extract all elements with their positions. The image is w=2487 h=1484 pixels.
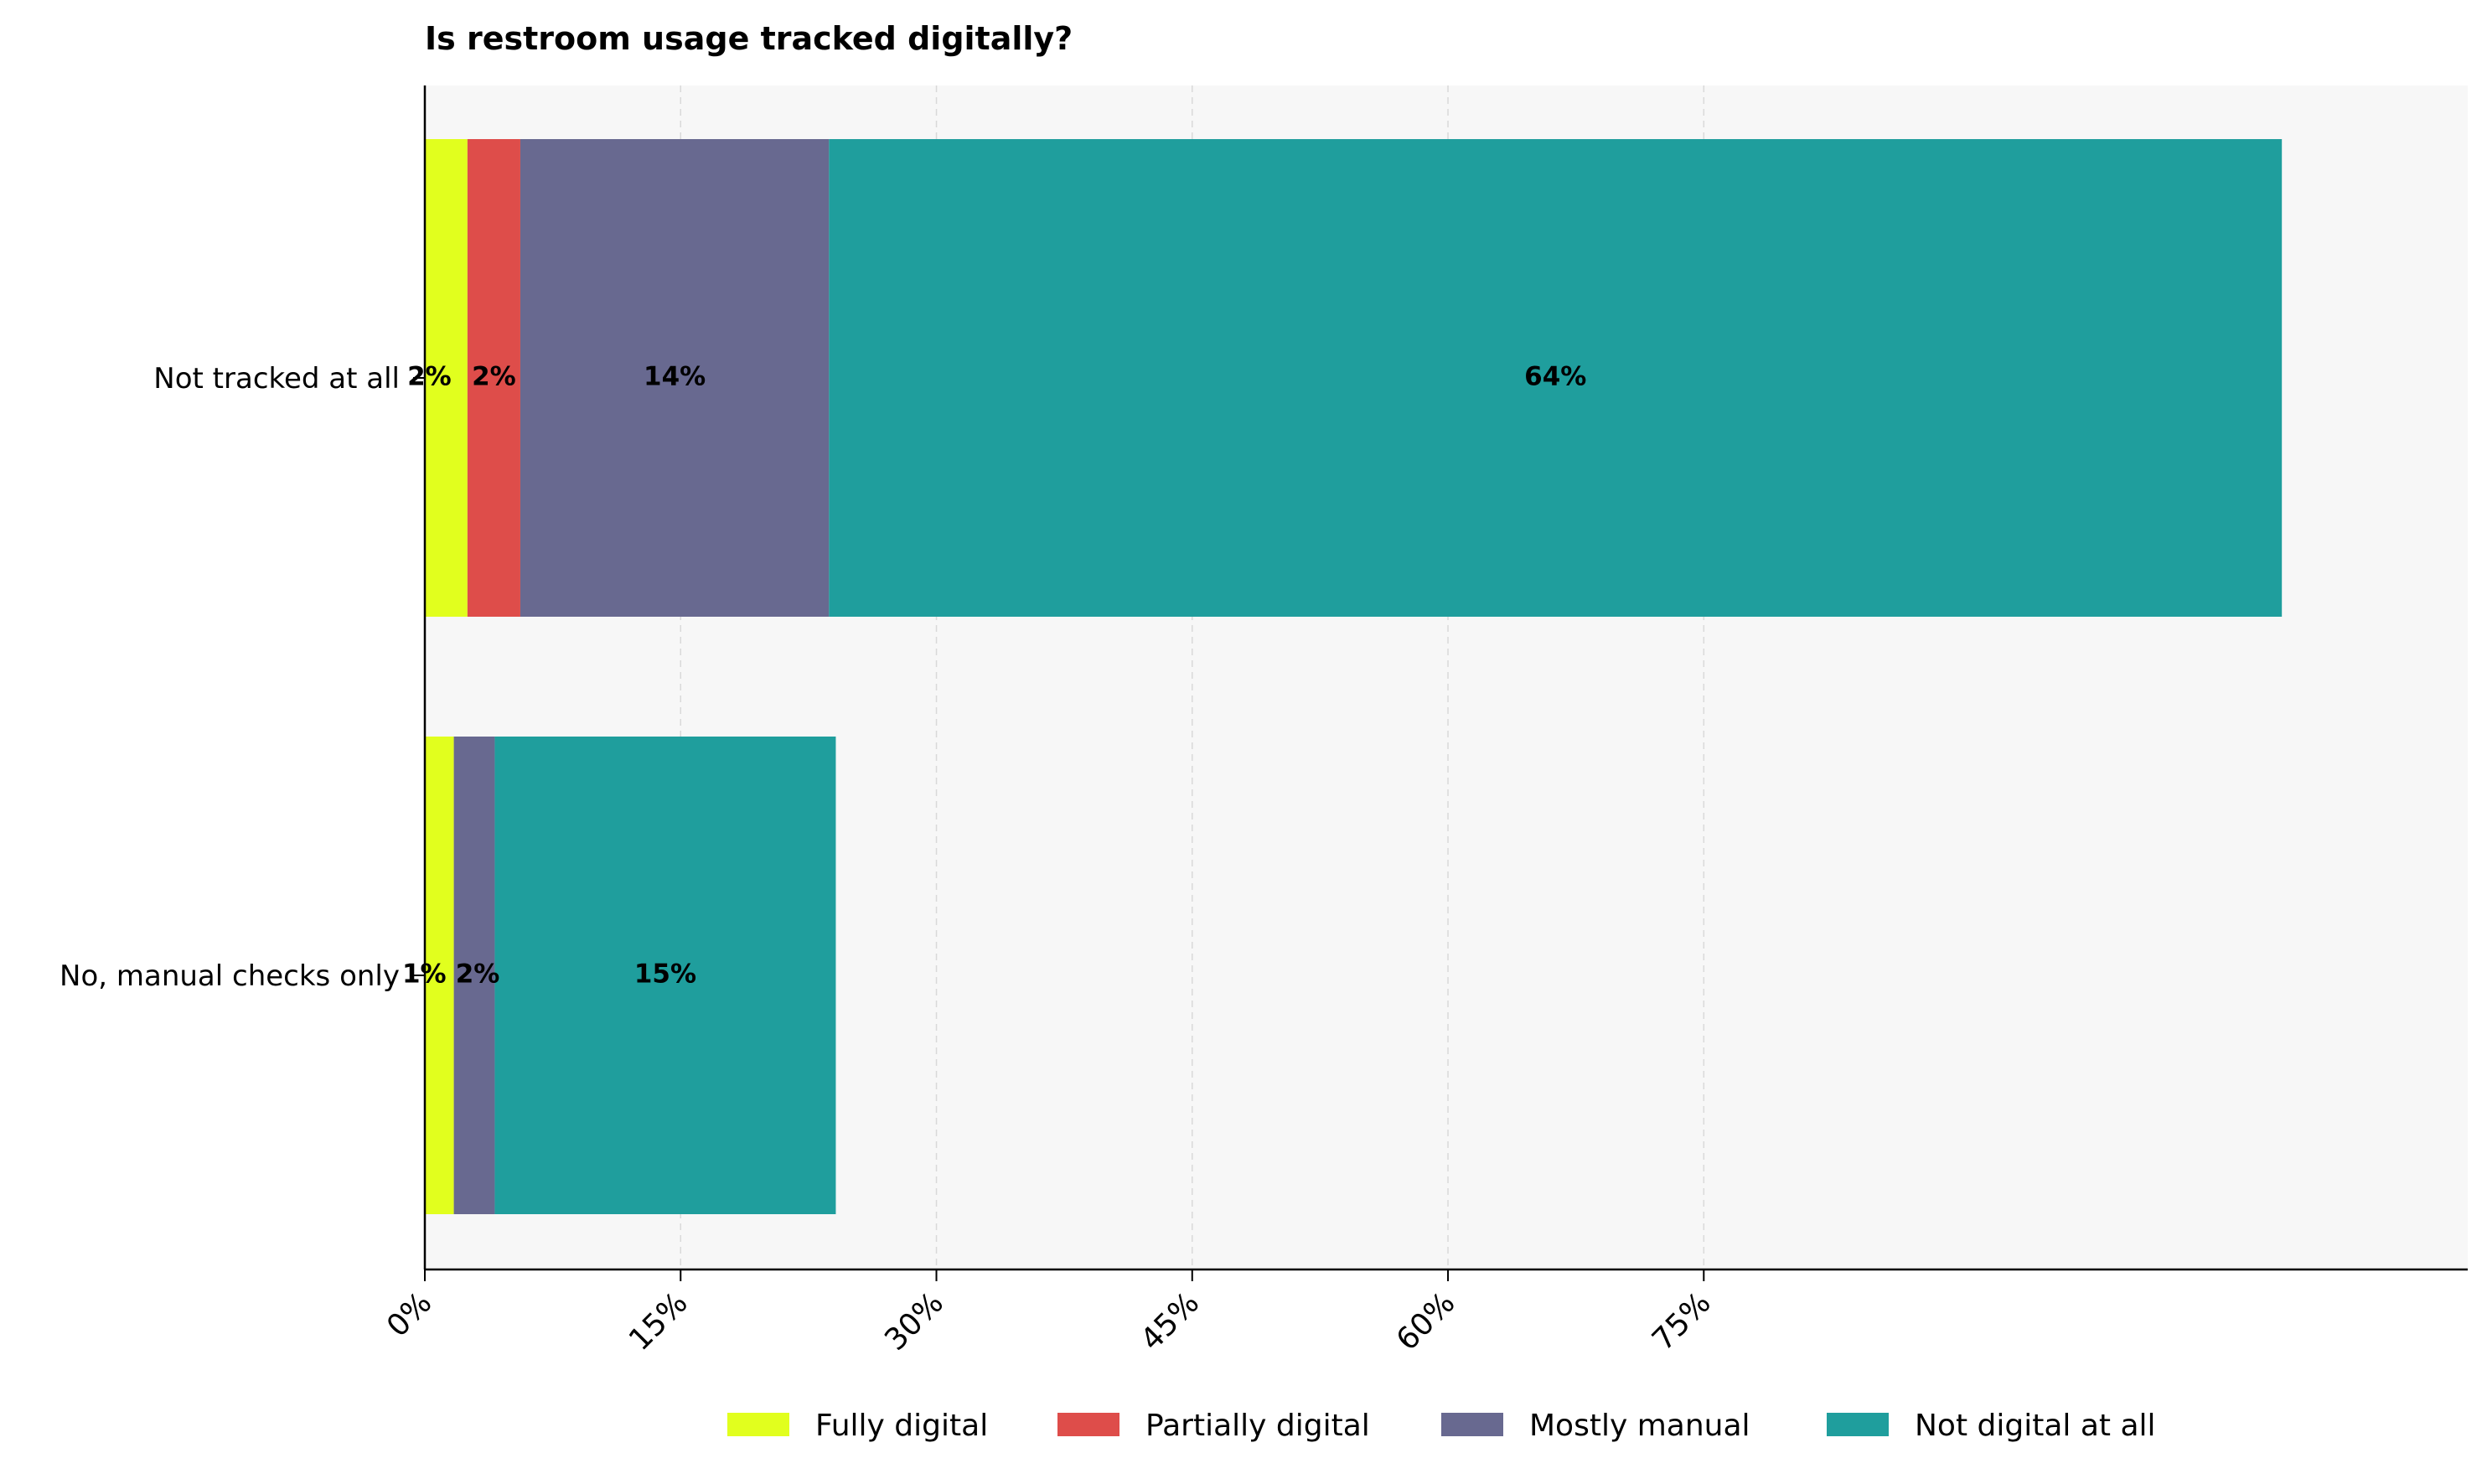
legend-swatch bbox=[1827, 1413, 1889, 1436]
bar-segment bbox=[829, 139, 2283, 617]
x-tick-label: 60% bbox=[1390, 1285, 1462, 1357]
legend-label: Mostly manual bbox=[1529, 1409, 1750, 1443]
bar-segment bbox=[520, 139, 830, 617]
bar-segment bbox=[425, 139, 468, 617]
data-label: 14% bbox=[644, 362, 706, 392]
bar-segment bbox=[467, 139, 520, 617]
legend-label: Not digital at all bbox=[1915, 1409, 2156, 1443]
data-label: 15% bbox=[634, 959, 696, 990]
bar-segment bbox=[453, 737, 495, 1214]
legend-swatch bbox=[1441, 1413, 1503, 1436]
bar-segment bbox=[494, 737, 836, 1214]
legend-item: Not digital at all bbox=[1827, 1409, 2156, 1443]
legend-swatch bbox=[727, 1413, 789, 1436]
x-tick-label: 30% bbox=[878, 1285, 950, 1357]
x-tick-label: 15% bbox=[623, 1285, 695, 1357]
data-label: 2% bbox=[407, 362, 452, 392]
bars bbox=[425, 139, 2283, 1214]
legend-label: Fully digital bbox=[815, 1409, 988, 1443]
chart-title: Is restroom usage tracked digitally? bbox=[425, 20, 1073, 57]
x-tick-label: 0% bbox=[380, 1285, 438, 1343]
legend-label: Partially digital bbox=[1145, 1409, 1370, 1443]
x-tick-label: 75% bbox=[1646, 1285, 1718, 1357]
legend-item: Mostly manual bbox=[1441, 1409, 1750, 1443]
data-label: 2% bbox=[472, 362, 516, 392]
y-tick-label: Not tracked at all bbox=[153, 362, 400, 396]
x-tick-label: 45% bbox=[1135, 1285, 1207, 1357]
legend-item: Fully digital bbox=[727, 1409, 988, 1443]
legend: Fully digital Partially digital Mostly man… bbox=[727, 1409, 2156, 1443]
legend-item: Partially digital bbox=[1057, 1409, 1370, 1443]
data-label: 64% bbox=[1524, 362, 1586, 392]
legend-swatch bbox=[1057, 1413, 1119, 1436]
bar-segment bbox=[425, 737, 454, 1214]
data-label: 2% bbox=[456, 959, 500, 990]
y-tick-label: No, manual checks only bbox=[59, 959, 400, 993]
